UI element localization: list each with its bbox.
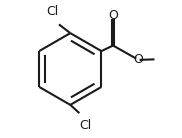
Text: Cl: Cl [79,119,92,132]
Text: O: O [133,53,143,66]
Text: O: O [108,9,118,22]
Text: Cl: Cl [46,5,58,18]
